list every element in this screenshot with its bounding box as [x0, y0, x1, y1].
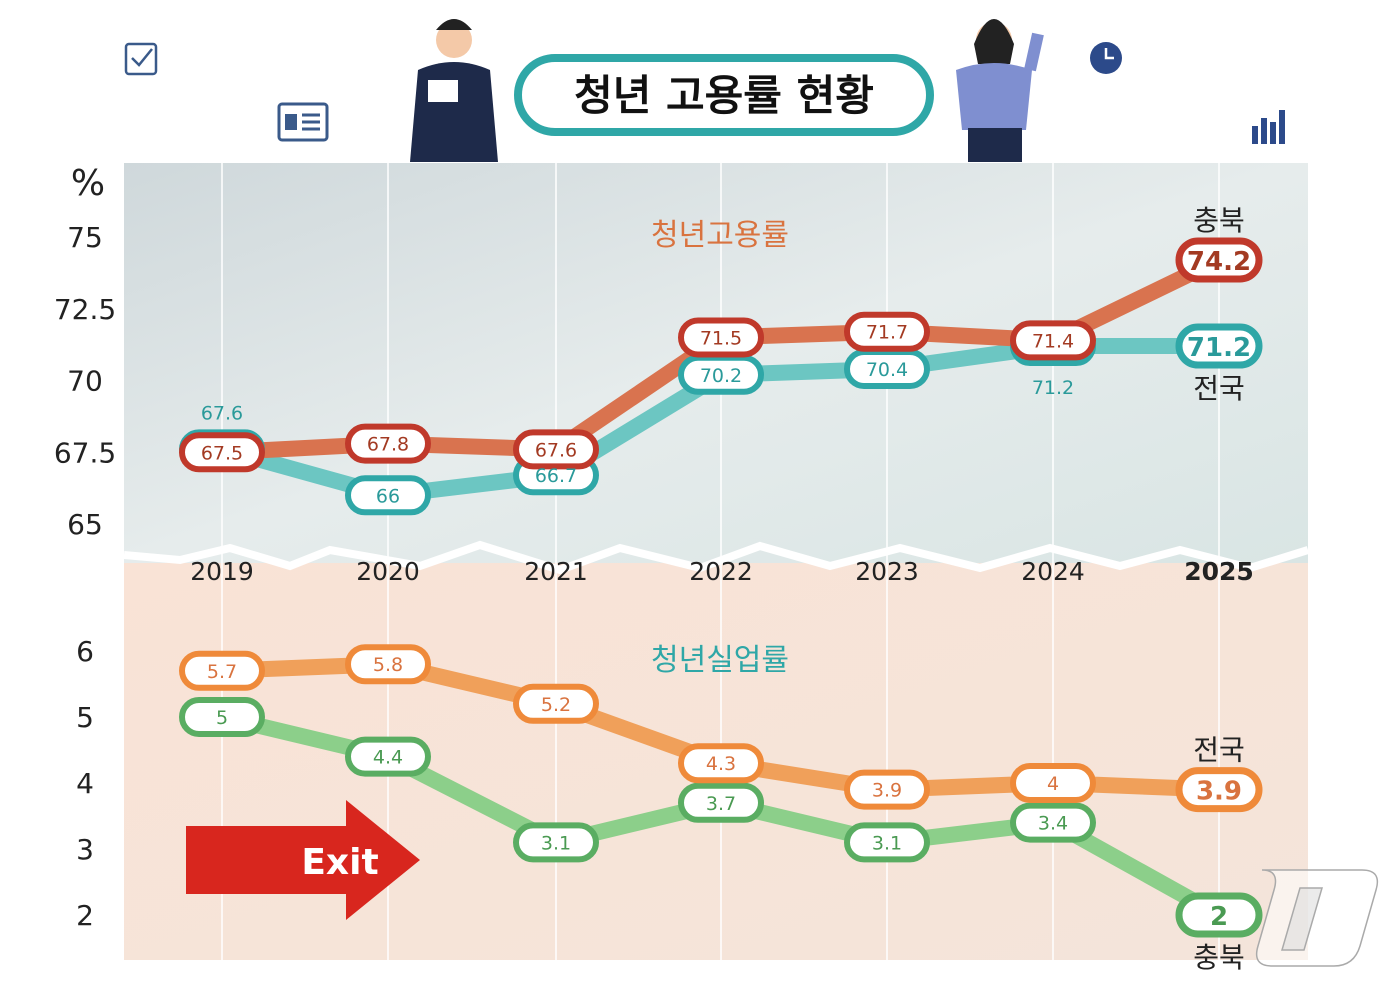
data-label: 3.1: [541, 832, 571, 854]
point-pill: [678, 317, 764, 358]
data-label: 67.6: [201, 402, 243, 424]
x-tick-label: 2019: [190, 557, 254, 586]
data-label: 4.3: [706, 753, 736, 775]
point-pill: [179, 432, 265, 473]
x-tick-label: 2022: [689, 557, 753, 586]
point-pill: [345, 475, 431, 516]
point-pill: [678, 743, 764, 784]
point-pill: [678, 354, 764, 395]
point-pill: [844, 822, 930, 863]
point-pill: [1010, 802, 1096, 843]
legend-label: 충북: [1193, 204, 1245, 237]
data-label: 3.7: [706, 793, 736, 815]
point-pill: [513, 683, 599, 724]
data-label: 5.8: [373, 654, 403, 676]
clock-icon: [1090, 42, 1122, 74]
data-label: 67.5: [201, 442, 243, 464]
point-pill: [678, 782, 764, 823]
y-tick-label: 70: [67, 365, 103, 398]
data-label: 71.4: [1032, 330, 1074, 352]
data-label: 71.7: [866, 322, 908, 344]
data-label: 2: [1210, 902, 1228, 932]
y-tick-label: 3: [76, 833, 94, 866]
point-pill: [1175, 892, 1263, 938]
point-pill: [179, 697, 265, 737]
x-tick-label: 2020: [356, 557, 420, 586]
point-pill: [1175, 237, 1263, 283]
point-pill: [513, 429, 599, 470]
data-label: 66.7: [535, 465, 577, 487]
point-pill: [844, 769, 930, 810]
point-pill: [179, 650, 265, 691]
point-pill: [844, 349, 930, 390]
data-label: 71.2: [1032, 377, 1074, 399]
data-label: 5.7: [207, 661, 237, 683]
y-tick-label: 72.5: [54, 293, 116, 326]
data-label: 4: [1047, 773, 1059, 795]
exit-arrow-illustration: Exit: [186, 800, 420, 920]
id-card-icon: [277, 102, 329, 142]
data-label: 74.2: [1187, 247, 1251, 277]
data-label: 5: [216, 707, 228, 729]
data-label: 3.1: [872, 832, 902, 854]
data-label: 3.4: [1038, 813, 1068, 835]
chart-title-unemployment: 청년실업률: [651, 643, 789, 678]
data-label: 70.2: [700, 365, 742, 387]
bar-chart-icon: [1252, 110, 1285, 144]
data-label: 4.4: [373, 747, 403, 769]
y-tick-label: 75: [67, 221, 103, 254]
y-tick-label: 2: [76, 899, 94, 932]
data-label: 5.2: [541, 694, 571, 716]
y-tick-label: 4: [76, 767, 94, 800]
x-tick-label: 2021: [524, 557, 588, 586]
point-pill: [1010, 320, 1096, 361]
y-tick-label: 67.5: [54, 436, 116, 469]
data-label: 67.6: [535, 439, 577, 461]
data-label: 71.2: [1187, 333, 1251, 363]
data-label: 70.4: [866, 359, 908, 381]
data-label: 66: [376, 485, 400, 507]
zigzag-divider: [123, 540, 1310, 575]
legend-label: 전국: [1193, 372, 1245, 405]
page-title: 청년 고용률 현황: [574, 71, 874, 120]
unit-label: %: [71, 163, 105, 204]
x-tick-label: 2025: [1184, 557, 1254, 586]
title-pill: [514, 54, 934, 136]
point-pill: [1175, 767, 1263, 813]
checkbox-icon: [124, 42, 158, 76]
chart-title-employment: 청년고용률: [651, 218, 789, 253]
data-label: 3.9: [1196, 777, 1242, 807]
point-pill: [345, 423, 431, 464]
legend-label: 충북: [1193, 941, 1245, 974]
point-pill: [1010, 763, 1096, 803]
data-label: 3.9: [872, 780, 902, 802]
watermark-logo: [1255, 869, 1379, 967]
x-tick-label: 2023: [855, 557, 919, 586]
point-pill: [345, 644, 431, 685]
businesswoman-illustration: [956, 19, 1044, 162]
y-tick-label: 5: [76, 701, 94, 734]
y-tick-label: 65: [67, 508, 103, 541]
businessman-illustration: [410, 19, 498, 162]
point-pill: [513, 822, 599, 863]
legend-label: 전국: [1193, 734, 1245, 767]
y-tick-label: 6: [76, 635, 94, 668]
x-tick-label: 2024: [1021, 557, 1085, 586]
point-pill: [1175, 323, 1263, 369]
point-pill: [844, 311, 930, 352]
data-label: 67.8: [367, 434, 409, 456]
exit-label: Exit: [301, 842, 378, 883]
data-label: 71.5: [700, 327, 742, 349]
point-pill: [345, 736, 431, 777]
